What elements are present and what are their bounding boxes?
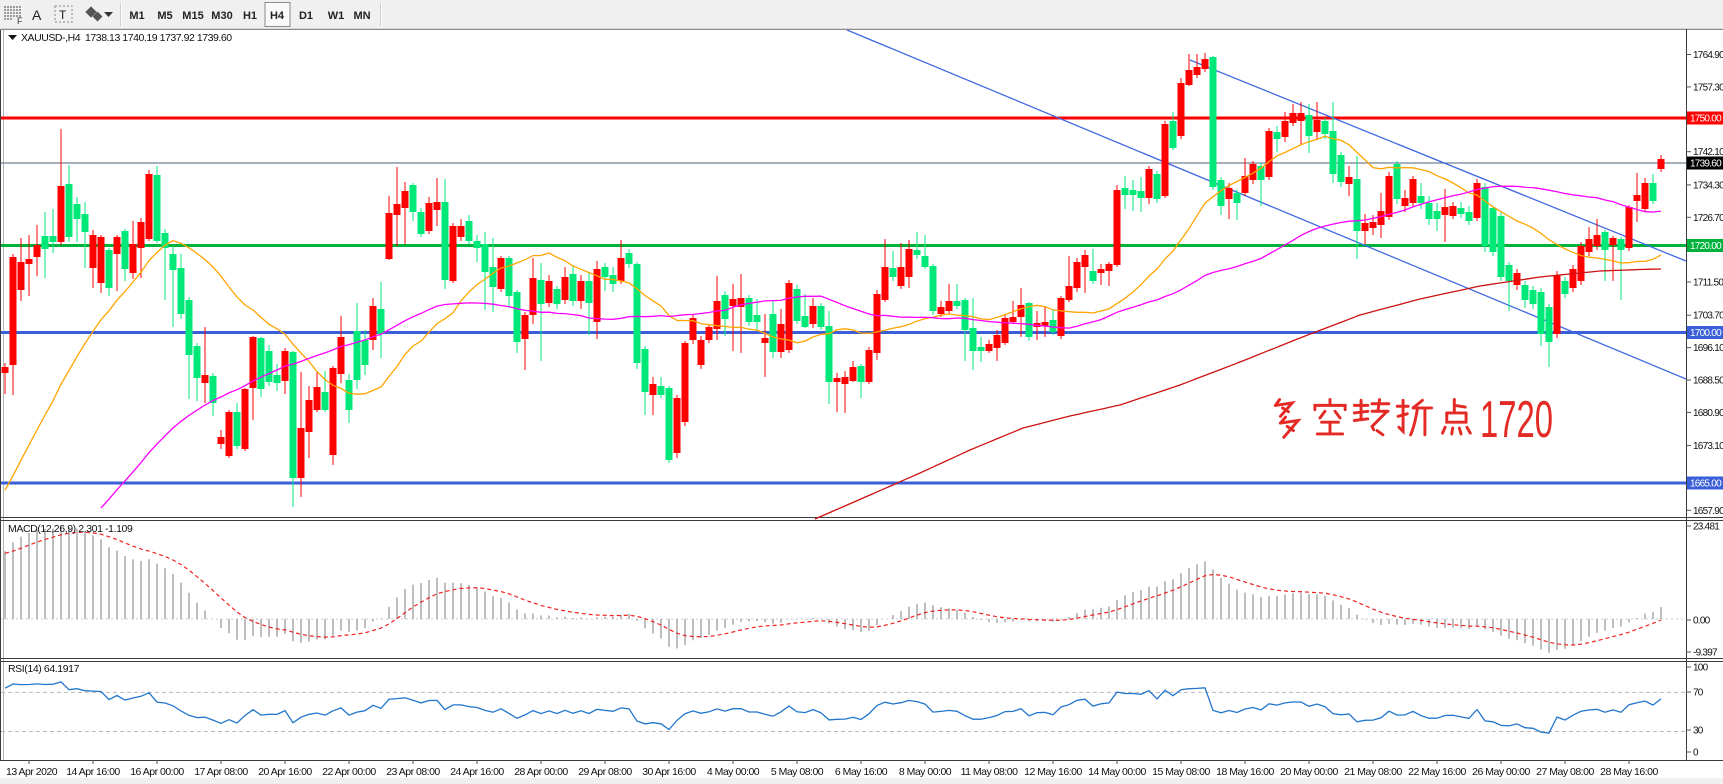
svg-text:MACD(12,26,9) 2.301 -1.109: MACD(12,26,9) 2.301 -1.109 xyxy=(8,523,133,535)
svg-text:W1: W1 xyxy=(328,10,345,22)
svg-text:14 May 00:00: 14 May 00:00 xyxy=(1088,766,1146,778)
svg-text:M30: M30 xyxy=(211,10,232,22)
svg-text:23.481: 23.481 xyxy=(1693,522,1720,533)
svg-text:30: 30 xyxy=(1693,726,1704,737)
svg-text:1750.00: 1750.00 xyxy=(1690,114,1722,125)
svg-text:28 May 16:00: 28 May 16:00 xyxy=(1600,766,1658,778)
svg-text:1711.50: 1711.50 xyxy=(1693,278,1723,289)
svg-text:1734.30: 1734.30 xyxy=(1693,180,1723,191)
svg-text:30 Apr 16:00: 30 Apr 16:00 xyxy=(642,766,696,778)
svg-text:29 Apr 08:00: 29 Apr 08:00 xyxy=(578,766,632,778)
svg-text:1657.90: 1657.90 xyxy=(1693,506,1723,517)
svg-text:F: F xyxy=(17,16,23,26)
svg-text:RSI(14) 64.1917: RSI(14) 64.1917 xyxy=(8,663,80,675)
svg-text:1673.10: 1673.10 xyxy=(1693,441,1723,452)
svg-text:1696.10: 1696.10 xyxy=(1693,343,1723,354)
svg-text:1703.70: 1703.70 xyxy=(1693,311,1723,322)
svg-text:70: 70 xyxy=(1693,688,1704,699)
svg-text:H4: H4 xyxy=(270,10,285,22)
svg-text:0: 0 xyxy=(1693,748,1699,759)
svg-text:H1: H1 xyxy=(243,10,257,22)
svg-text:1720.00: 1720.00 xyxy=(1690,241,1722,252)
svg-text:5 May 08:00: 5 May 08:00 xyxy=(771,766,824,778)
svg-text:16 Apr 00:00: 16 Apr 00:00 xyxy=(130,766,184,778)
svg-text:1680.90: 1680.90 xyxy=(1693,408,1723,419)
svg-text:11 May 08:00: 11 May 08:00 xyxy=(961,766,1019,778)
svg-text:8 May 00:00: 8 May 00:00 xyxy=(899,766,952,778)
svg-text:1720: 1720 xyxy=(1480,391,1553,449)
svg-text:21 May 08:00: 21 May 08:00 xyxy=(1344,766,1402,778)
svg-text:15 May 08:00: 15 May 08:00 xyxy=(1152,766,1210,778)
svg-text:22 May 16:00: 22 May 16:00 xyxy=(1408,766,1466,778)
svg-text:23 Apr 08:00: 23 Apr 08:00 xyxy=(386,766,440,778)
svg-text:28 Apr 00:00: 28 Apr 00:00 xyxy=(514,766,568,778)
svg-text:0.00: 0.00 xyxy=(1693,616,1711,627)
svg-text:22 Apr 00:00: 22 Apr 00:00 xyxy=(322,766,376,778)
svg-text:20 Apr 16:00: 20 Apr 16:00 xyxy=(258,766,312,778)
svg-text:17 Apr 08:00: 17 Apr 08:00 xyxy=(194,766,248,778)
svg-text:1700.00: 1700.00 xyxy=(1690,328,1722,339)
svg-text:1726.70: 1726.70 xyxy=(1693,213,1723,224)
svg-text:1665.00: 1665.00 xyxy=(1690,479,1722,490)
svg-text:A: A xyxy=(32,7,42,23)
svg-text:1688.50: 1688.50 xyxy=(1693,376,1723,387)
svg-text:-9.397: -9.397 xyxy=(1693,648,1718,659)
svg-text:24 Apr 16:00: 24 Apr 16:00 xyxy=(450,766,504,778)
svg-text:M1: M1 xyxy=(129,10,144,22)
svg-text:T: T xyxy=(59,8,67,22)
svg-text:1757.30: 1757.30 xyxy=(1693,82,1723,93)
svg-text:100: 100 xyxy=(1693,663,1709,674)
svg-text:D1: D1 xyxy=(299,10,313,22)
svg-text:1764.90: 1764.90 xyxy=(1693,50,1723,61)
svg-text:1739.60: 1739.60 xyxy=(1690,159,1722,170)
svg-text:13 Apr 2020: 13 Apr 2020 xyxy=(6,766,58,778)
svg-text:4 May 00:00: 4 May 00:00 xyxy=(707,766,760,778)
svg-text:6 May 16:00: 6 May 16:00 xyxy=(835,766,888,778)
svg-text:26 May 00:00: 26 May 00:00 xyxy=(1472,766,1530,778)
svg-text:M15: M15 xyxy=(182,10,203,22)
svg-text:27 May 08:00: 27 May 08:00 xyxy=(1536,766,1594,778)
svg-text:12 May 16:00: 12 May 16:00 xyxy=(1024,766,1082,778)
svg-text:18 May 16:00: 18 May 16:00 xyxy=(1216,766,1274,778)
svg-text:1742.10: 1742.10 xyxy=(1693,147,1723,158)
svg-text:MN: MN xyxy=(353,10,370,22)
svg-text:XAUUSD-,H4 1738.13 1740.19 17: XAUUSD-,H4 1738.13 1740.19 1737.92 1739.… xyxy=(21,32,232,44)
svg-text:M5: M5 xyxy=(157,10,172,22)
svg-text:20 May 00:00: 20 May 00:00 xyxy=(1280,766,1338,778)
svg-text:14 Apr 16:00: 14 Apr 16:00 xyxy=(66,766,120,778)
